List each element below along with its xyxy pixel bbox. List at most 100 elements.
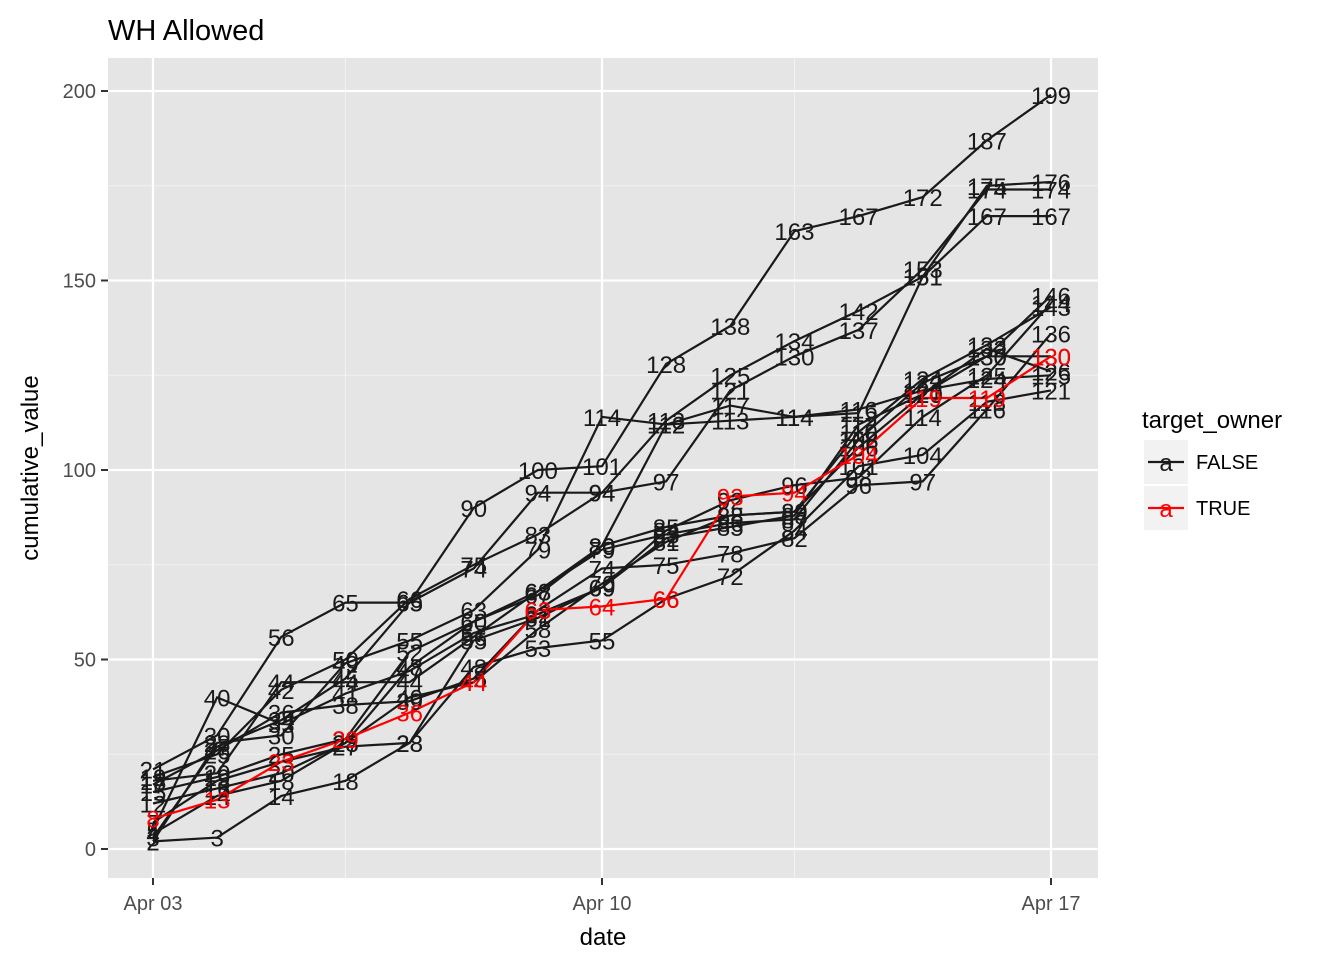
data-label: 2 (146, 829, 159, 856)
data-label: 93 (717, 485, 744, 512)
data-label: 2 (146, 829, 159, 856)
data-label: 172 (903, 185, 943, 212)
data-label: 41 (332, 682, 359, 709)
data-label: 144 (1031, 291, 1071, 318)
data-label: 23 (268, 750, 295, 777)
data-label: 28 (396, 731, 423, 758)
data-label: 130 (967, 344, 1007, 371)
data-label: 42 (268, 678, 295, 705)
data-label: 104 (903, 443, 943, 470)
data-label: 96 (845, 473, 872, 500)
data-label: 36 (268, 701, 295, 728)
data-label: 119 (968, 386, 1006, 413)
data-label: 58 (525, 617, 552, 644)
legend: target_owner a FALSE a TRUE (1142, 407, 1282, 530)
data-label: 97 (653, 469, 680, 496)
data-label: 5 (146, 818, 159, 845)
data-label: 153 (903, 257, 943, 284)
data-label: 61 (525, 606, 552, 633)
data-label: 65 (396, 591, 423, 618)
data-label: 44 (396, 670, 423, 697)
data-label: 44 (460, 670, 487, 697)
data-label: 116 (839, 397, 877, 424)
grid-layer (108, 58, 1098, 878)
data-label: 167 (1031, 204, 1071, 231)
data-label: 52 (396, 640, 423, 667)
data-label: 112 (647, 413, 685, 440)
data-label: 79 (525, 538, 552, 565)
data-label: 137 (839, 318, 879, 345)
series-line-false (152, 302, 1052, 843)
legend-label: TRUE (1196, 498, 1250, 520)
data-label: 130 (774, 344, 814, 371)
data-label: 174 (967, 178, 1007, 205)
y-tick-label: 200 (63, 81, 96, 103)
data-label: 125 (710, 363, 750, 390)
data-label: 117 (711, 394, 749, 421)
data-label: 92 (717, 488, 744, 515)
data-label: 120 (903, 382, 943, 409)
data-label: 133 (967, 333, 1007, 360)
data-label: 65 (396, 591, 423, 618)
data-label: 66 (653, 587, 680, 614)
data-label: 88 (781, 503, 808, 530)
data-label: 104 (839, 443, 879, 470)
data-label: 65 (332, 591, 359, 618)
data-label: 114 (775, 405, 813, 432)
data-label: 70 (589, 572, 616, 599)
data-label: 29 (332, 727, 359, 754)
data-label: 114 (583, 405, 621, 432)
data-label: 27 (332, 735, 359, 762)
data-label: 44 (332, 670, 359, 697)
series-line-false (152, 215, 1051, 839)
data-label: 130 (1031, 344, 1071, 371)
series-line-false (152, 389, 1052, 824)
data-label: 56 (460, 625, 487, 652)
x-tick-label: Apr 17 (1022, 893, 1081, 915)
data-label: 84 (781, 519, 808, 546)
data-label: 74 (460, 557, 487, 584)
data-label: 112 (647, 413, 685, 440)
data-label: 62 (525, 602, 552, 629)
data-label: 64 (589, 594, 616, 621)
data-label: 94 (589, 481, 616, 508)
data-label: 40 (396, 685, 423, 712)
data-label: 13 (204, 788, 231, 815)
y-tick-label: 150 (63, 271, 96, 293)
data-label: 82 (653, 526, 680, 553)
data-label: 8 (146, 807, 159, 834)
data-label: 49 (332, 651, 359, 678)
data-label: 75 (653, 553, 680, 580)
data-label: 28 (332, 731, 359, 758)
data-label: 45 (332, 666, 359, 693)
data-label: 114 (904, 405, 942, 432)
data-label: 113 (647, 409, 685, 436)
data-label: 29 (332, 727, 359, 754)
data-label: 121 (710, 378, 750, 405)
data-label: 78 (717, 541, 744, 568)
series-line-false (152, 374, 1052, 843)
data-label: 125 (1031, 363, 1071, 390)
data-label: 174 (1031, 178, 1071, 205)
data-label: 45 (460, 666, 487, 693)
data-label: 18 (140, 769, 167, 796)
data-label: 67 (525, 583, 552, 610)
data-label: 75 (460, 553, 487, 580)
data-label: 84 (653, 519, 680, 546)
data-label: 176 (1031, 170, 1071, 197)
data-label: 63 (525, 598, 552, 625)
data-label: 143 (1031, 295, 1071, 322)
data-label: 14 (204, 784, 231, 811)
data-label: 89 (781, 500, 808, 527)
data-label: 28 (204, 731, 231, 758)
data-label: 85 (717, 515, 744, 542)
data-label: 88 (717, 503, 744, 530)
data-label: 56 (268, 625, 295, 652)
data-label: 60 (460, 610, 487, 637)
data-label: 68 (525, 579, 552, 606)
data-label: 123 (903, 371, 943, 398)
data-label: 55 (396, 629, 423, 656)
data-label: 128 (646, 352, 686, 379)
